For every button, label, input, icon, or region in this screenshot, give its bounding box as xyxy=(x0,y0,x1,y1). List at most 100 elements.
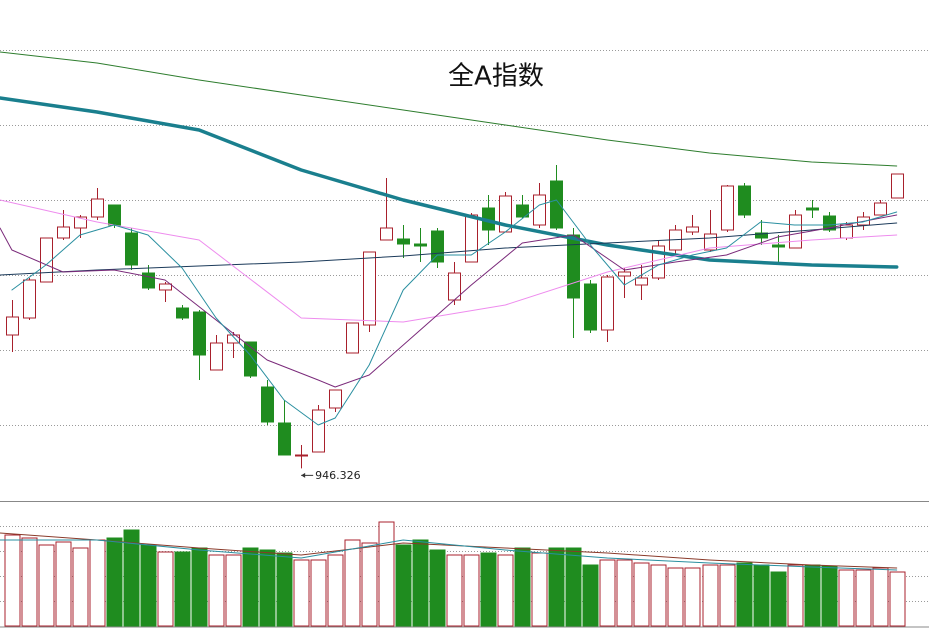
volume-bar xyxy=(855,569,872,627)
candle-body xyxy=(686,226,699,233)
candle-body xyxy=(431,230,444,263)
low-marker-label: 946.326 xyxy=(315,469,361,482)
volume-bar xyxy=(55,541,72,627)
candle-body xyxy=(159,283,172,291)
candle-body xyxy=(363,251,376,326)
volume-bar xyxy=(191,547,208,627)
volume-bar xyxy=(4,534,21,627)
volume-bar xyxy=(702,564,719,627)
volume-bar xyxy=(225,554,242,627)
candle-body xyxy=(74,216,87,229)
candle-body xyxy=(584,283,597,331)
volume-bar xyxy=(293,559,310,627)
candle-body xyxy=(550,180,563,229)
candle-body xyxy=(891,173,904,199)
moving-average-line xyxy=(0,51,898,167)
volume-bar xyxy=(514,547,531,627)
volume-bar xyxy=(838,569,855,627)
volume-bar xyxy=(719,564,736,627)
volume-bar xyxy=(753,564,770,627)
candle-body xyxy=(380,227,393,241)
candle-body xyxy=(635,277,648,286)
volume-bar xyxy=(633,562,650,627)
volume-bar xyxy=(667,567,684,627)
candle-body xyxy=(40,237,53,283)
volume-bar xyxy=(599,559,616,627)
candle-body xyxy=(601,276,614,331)
candle-body xyxy=(874,202,887,216)
candle-body xyxy=(329,389,342,409)
candle-body xyxy=(295,454,308,457)
volume-bar xyxy=(259,549,276,627)
candle-body xyxy=(227,334,240,344)
volume-bar xyxy=(429,549,446,627)
volume-bar xyxy=(310,559,327,627)
candle-body xyxy=(414,243,427,247)
volume-bar xyxy=(889,571,906,627)
volume-bar xyxy=(140,544,157,627)
moving-average-line xyxy=(0,199,898,323)
volume-bar xyxy=(174,551,191,627)
volume-bar xyxy=(821,565,838,627)
volume-bar xyxy=(463,554,480,627)
volume-bar xyxy=(327,554,344,627)
volume-bar xyxy=(497,554,514,627)
volume-bar xyxy=(582,564,599,627)
candle-body xyxy=(806,207,819,211)
volume-bar xyxy=(480,552,497,627)
candle-body xyxy=(823,215,836,231)
candle-body xyxy=(176,307,189,319)
candle-body xyxy=(142,272,155,289)
volume-bar xyxy=(787,564,804,627)
volume-bar xyxy=(276,552,293,627)
candle-body xyxy=(397,238,410,245)
candle-body xyxy=(125,232,138,266)
volume-bar xyxy=(446,554,463,627)
candle-body xyxy=(755,232,768,239)
volume-bar xyxy=(378,521,395,627)
candle-body xyxy=(618,271,631,277)
volume-bar xyxy=(242,547,259,627)
volume-bar xyxy=(548,547,565,627)
candle-body xyxy=(210,342,223,371)
volume-bar xyxy=(72,547,89,627)
volume-bar xyxy=(157,551,174,627)
volume-bar xyxy=(616,559,633,627)
volume-bar xyxy=(565,547,582,627)
candle-body xyxy=(516,204,529,218)
volume-average-line xyxy=(0,539,898,571)
volume-bar xyxy=(736,562,753,627)
candle-body xyxy=(193,311,206,356)
candle-body xyxy=(91,198,104,218)
volume-bar xyxy=(123,529,140,627)
candle-body xyxy=(738,185,751,216)
candle-body xyxy=(346,322,359,354)
volume-bar xyxy=(208,554,225,627)
candle-body xyxy=(108,204,121,226)
candle-body xyxy=(6,316,19,336)
candle-body xyxy=(261,386,274,423)
candle-body xyxy=(23,279,36,319)
volume-bar xyxy=(412,539,429,627)
candle-body xyxy=(278,422,291,456)
candle-body xyxy=(772,244,785,248)
moving-average-line xyxy=(0,96,899,269)
volume-bar xyxy=(872,567,889,627)
moving-average-line xyxy=(11,199,898,426)
volume-bar xyxy=(770,571,787,627)
volume-bar xyxy=(89,539,106,627)
low-marker-head xyxy=(301,472,306,478)
volume-bar xyxy=(38,544,55,627)
candle-body xyxy=(721,185,734,231)
volume-bar xyxy=(361,542,378,627)
candle-body xyxy=(312,409,325,453)
moving-average-line xyxy=(0,222,898,276)
volume-bar xyxy=(344,539,361,627)
candle-body xyxy=(244,341,257,377)
moving-average-line xyxy=(0,214,898,388)
volume-bar xyxy=(650,564,667,627)
volume-bar xyxy=(684,567,701,627)
candle-body xyxy=(57,226,70,239)
volume-bar xyxy=(106,537,123,627)
